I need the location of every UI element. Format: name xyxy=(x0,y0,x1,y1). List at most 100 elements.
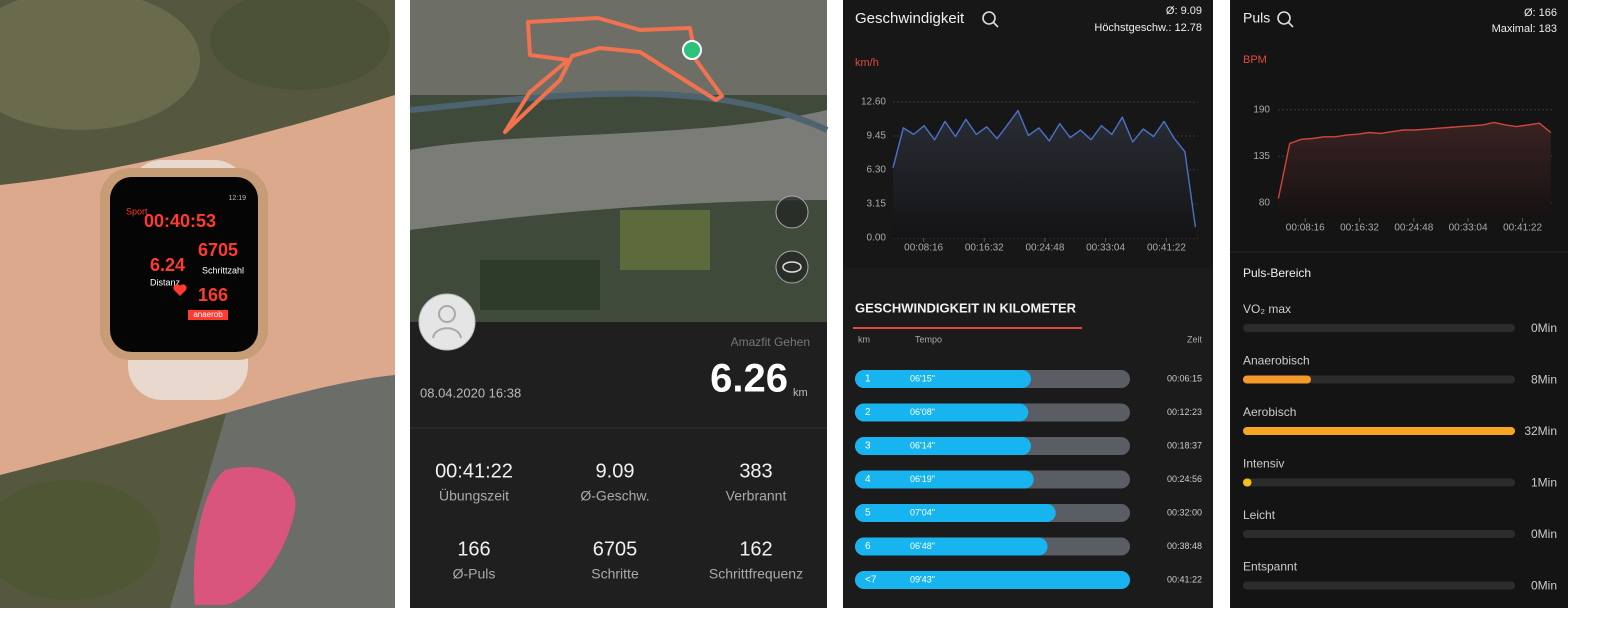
zone-name: Entspannt xyxy=(1243,560,1298,574)
x-tick-label: 00:24:48 xyxy=(1394,223,1433,234)
x-tick-label: 00:16:32 xyxy=(965,243,1004,254)
heart-icon xyxy=(173,284,187,296)
km-bar xyxy=(855,470,1034,489)
line-area xyxy=(1278,122,1551,218)
x-tick-label: 00:33:04 xyxy=(1086,243,1125,254)
zone-track xyxy=(1243,375,1515,384)
stat-value: 383 xyxy=(739,460,772,482)
stat-label: Schritte xyxy=(591,566,639,582)
tempo-label: 07'04" xyxy=(910,507,935,517)
stat-value: 00:41:22 xyxy=(435,460,513,482)
map xyxy=(409,0,829,608)
y-tick-label: 3.15 xyxy=(867,199,887,210)
date: 08.04.2020 16:38 xyxy=(420,385,521,400)
time-label: 00:32:00 xyxy=(1167,507,1202,517)
km-bar xyxy=(855,504,1056,522)
time-label: 00:41:22 xyxy=(1167,574,1202,584)
zone-track xyxy=(1243,324,1515,332)
stat-value: 9.09 xyxy=(596,460,635,482)
km-bar xyxy=(855,370,1031,388)
zone-badge xyxy=(188,310,228,320)
km-label: 5 xyxy=(865,508,871,519)
stat-value: 6705 xyxy=(593,538,638,560)
speed-title: Geschwindigkeit xyxy=(855,10,965,27)
tempo-label: 06'19" xyxy=(910,474,935,484)
zone-bar xyxy=(1243,375,1311,384)
speed-max: Höchstgeschw.: 12.78 xyxy=(1094,22,1202,34)
zone-value: 32Min xyxy=(1524,424,1557,438)
y-tick-label: 0.00 xyxy=(867,233,887,244)
tempo-label: 06'14" xyxy=(910,440,935,450)
watch-duration: 00:40:53 xyxy=(144,211,216,231)
zone-name: VO₂ max xyxy=(1243,302,1291,316)
zone-track xyxy=(1243,478,1515,487)
y-tick-label: 6.30 xyxy=(867,165,887,176)
tempo-label: 06'15" xyxy=(910,373,935,383)
y-tick-label: 12.60 xyxy=(861,97,886,108)
col-km: km xyxy=(858,334,870,344)
time-label: 00:24:56 xyxy=(1167,474,1202,484)
time-label: 00:38:48 xyxy=(1167,541,1202,551)
zone-name: Anaerobisch xyxy=(1243,354,1310,368)
tempo-label: 06'08" xyxy=(910,407,935,417)
zone-track xyxy=(1243,530,1515,538)
watch-steps: 6705 xyxy=(198,240,238,260)
x-tick-label: 00:24:48 xyxy=(1025,243,1064,254)
zone-bar xyxy=(1243,478,1252,487)
zone-value: 1Min xyxy=(1531,476,1557,490)
watch-distance-label: Distanz xyxy=(150,277,181,287)
stat-value: 166 xyxy=(457,538,490,560)
stat-label: Übungszeit xyxy=(439,487,509,504)
x-tick-label: 00:33:04 xyxy=(1449,223,1488,234)
km-label: 3 xyxy=(865,441,871,452)
stat-label: Schrittfrequenz xyxy=(709,566,803,582)
zone-value: 0Min xyxy=(1531,579,1557,593)
watch-clock: 12:19 xyxy=(228,195,246,202)
km-label: 4 xyxy=(865,474,871,485)
pulse-title: Puls xyxy=(1243,10,1270,26)
table-title: GESCHWINDIGKEIT IN KILOMETER xyxy=(855,300,1077,315)
time-label: 00:06:15 xyxy=(1167,373,1202,383)
x-tick-label: 00:41:22 xyxy=(1503,223,1542,234)
zone-value: 0Min xyxy=(1531,321,1557,335)
km-bar xyxy=(855,403,1029,422)
tempo-label: 09'43" xyxy=(910,574,935,584)
watch-pulse: 166 xyxy=(198,285,228,305)
time-label: 00:18:37 xyxy=(1167,440,1202,450)
km-bar xyxy=(855,571,1130,589)
distance: 6.26 xyxy=(710,357,788,401)
zones-title: Puls-Bereich xyxy=(1243,266,1311,280)
km-bar xyxy=(855,537,1048,556)
x-tick-label: 00:08:16 xyxy=(1286,223,1325,234)
zone-value: 8Min xyxy=(1531,373,1557,387)
line xyxy=(892,109,1197,228)
y-tick-label: 80 xyxy=(1259,197,1271,208)
km-label: 6 xyxy=(865,541,871,552)
watch-zone: anaerob xyxy=(193,310,223,319)
km-label: <7 xyxy=(865,575,877,586)
line xyxy=(1277,121,1552,199)
zone-name: Leicht xyxy=(1243,508,1276,522)
photo xyxy=(0,0,395,608)
zone-value: 0Min xyxy=(1531,527,1557,541)
km-label: 2 xyxy=(865,407,871,418)
x-tick-label: 00:16:32 xyxy=(1340,223,1379,234)
col-tempo: Tempo xyxy=(915,334,942,344)
y-axis-label: km/h xyxy=(855,57,879,69)
speed-avg: Ø: 9.09 xyxy=(1166,5,1202,17)
col-time: Zeit xyxy=(1187,334,1203,344)
y-tick-label: 135 xyxy=(1253,151,1270,162)
zone-name: Aerobisch xyxy=(1243,405,1296,419)
y-axis-label: BPM xyxy=(1243,54,1267,66)
pulse-avg: Ø: 166 xyxy=(1524,7,1557,19)
km-label: 1 xyxy=(865,374,871,385)
stat-label: Ø-Puls xyxy=(453,566,496,582)
distance-unit: km xyxy=(793,387,808,399)
km-bar xyxy=(855,437,1031,455)
stat-value: 162 xyxy=(739,538,772,560)
pulse-max: Maximal: 183 xyxy=(1492,23,1557,35)
tempo-label: 06'48" xyxy=(910,541,935,551)
zone-name: Intensiv xyxy=(1243,457,1284,471)
line-area xyxy=(893,110,1196,238)
